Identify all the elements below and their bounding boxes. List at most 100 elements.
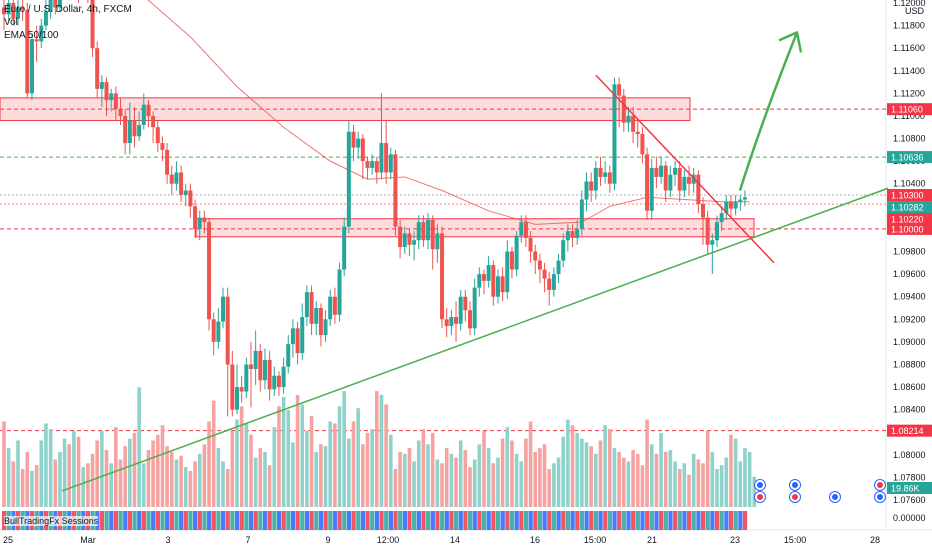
candle-body xyxy=(495,276,500,297)
volume-bar xyxy=(132,432,137,507)
candle xyxy=(360,134,365,180)
candle xyxy=(379,93,384,180)
candle xyxy=(207,217,212,331)
price-label-7: 19.86K xyxy=(887,482,932,494)
candle xyxy=(677,161,682,202)
candle xyxy=(603,161,608,184)
candle-body xyxy=(248,364,253,369)
candle-body xyxy=(612,84,617,184)
volume-bar xyxy=(365,432,370,507)
candle xyxy=(714,215,719,247)
event-flag-core xyxy=(792,494,798,500)
volume-bar xyxy=(95,440,99,507)
session-block xyxy=(356,511,361,530)
volume-bar xyxy=(2,421,6,507)
candle-body xyxy=(365,161,370,168)
candle xyxy=(719,206,724,232)
session-block xyxy=(565,511,571,530)
candle xyxy=(477,267,482,297)
session-block xyxy=(635,511,640,530)
session-block xyxy=(118,511,123,530)
session-block xyxy=(523,511,529,530)
session-block xyxy=(235,511,240,530)
legend-symbol[interactable]: Euro / U.S. Dollar, 4h, FXCM xyxy=(4,4,132,15)
candle xyxy=(509,246,514,279)
session-block xyxy=(384,511,389,530)
session-block xyxy=(323,511,328,530)
volume-bar xyxy=(468,467,472,507)
session-block xyxy=(733,511,738,530)
session-block xyxy=(104,511,109,530)
candle-body xyxy=(165,149,170,175)
candle-body xyxy=(57,0,62,8)
session-block xyxy=(216,511,221,530)
candle-body xyxy=(500,276,505,293)
session-block xyxy=(528,511,533,530)
candle xyxy=(463,289,468,322)
y-tick-label: 1.12000 xyxy=(893,0,926,8)
volume-bar xyxy=(34,465,39,507)
volume-bar xyxy=(323,446,328,507)
candle-body xyxy=(20,7,25,10)
sessions-indicator-label[interactable]: BullTradingFx Sessions xyxy=(4,516,99,526)
candle-body xyxy=(659,165,664,177)
candle-body xyxy=(728,201,733,209)
session-block xyxy=(300,511,305,530)
volume-bar xyxy=(239,406,244,507)
event-flag-core xyxy=(877,494,883,500)
candle-body xyxy=(34,39,39,42)
session-block xyxy=(533,511,538,530)
volume-bar xyxy=(379,394,384,507)
session-block xyxy=(239,511,244,530)
candle xyxy=(53,0,58,15)
session-block xyxy=(719,511,724,530)
candle-body xyxy=(617,84,622,96)
candle-body xyxy=(561,240,566,261)
volume-bar xyxy=(472,459,477,507)
candle xyxy=(323,310,328,342)
candle xyxy=(193,199,198,238)
candle-body xyxy=(286,344,291,367)
candle xyxy=(160,136,165,162)
session-block xyxy=(109,511,114,530)
candle xyxy=(454,301,459,342)
session-block xyxy=(137,511,142,530)
candle-body xyxy=(440,233,445,320)
legend-volume[interactable]: Vol xyxy=(4,17,18,28)
candle xyxy=(440,226,445,329)
candle xyxy=(728,195,733,218)
session-block xyxy=(365,511,370,530)
candle xyxy=(435,224,440,263)
session-block xyxy=(742,511,748,530)
candle-body xyxy=(118,109,123,116)
session-block xyxy=(207,511,212,530)
candle-body xyxy=(379,143,384,173)
volume-bar xyxy=(430,432,435,507)
x-tick-label: 25 xyxy=(3,535,13,545)
candle xyxy=(584,172,589,211)
session-block xyxy=(99,511,105,530)
candle xyxy=(626,106,631,132)
price-label-5: 1.10000 xyxy=(887,222,932,235)
event-flag-icon xyxy=(754,491,766,503)
candle xyxy=(416,215,421,250)
volume-bar xyxy=(328,421,332,507)
volume-bar xyxy=(155,434,160,507)
candle xyxy=(388,147,393,180)
volume-bar xyxy=(202,444,207,507)
legend-ema[interactable]: EMA 50/100 xyxy=(4,30,59,41)
candle xyxy=(426,213,431,250)
x-tick-label: 28 xyxy=(870,535,880,545)
candle-body xyxy=(458,296,463,324)
volume-bar xyxy=(566,419,570,507)
candle-body xyxy=(374,161,379,173)
candle-body xyxy=(668,174,673,191)
session-block xyxy=(295,511,300,530)
volume-bar xyxy=(673,461,677,507)
candle xyxy=(188,183,193,218)
volume-bar xyxy=(528,421,533,507)
volume-bar xyxy=(183,467,188,507)
axis-unit-label: USD xyxy=(904,6,924,16)
session-block xyxy=(477,511,482,530)
